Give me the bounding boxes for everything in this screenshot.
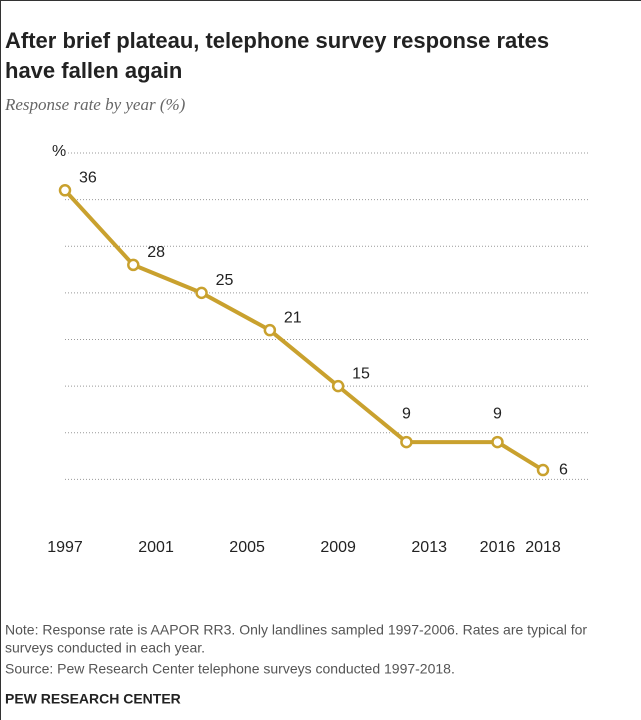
marker (263, 323, 277, 337)
y-unit-label: % (52, 143, 66, 160)
chart-title: have fallen again (5, 58, 182, 83)
x-tick-label: 2009 (320, 539, 356, 556)
data-label: 25 (216, 272, 234, 289)
x-tick-label: 2005 (229, 539, 265, 556)
source: PEW RESEARCH CENTER (5, 691, 181, 707)
data-label: 9 (493, 405, 502, 422)
x-tick-label: 2016 (480, 539, 516, 556)
data-label: 28 (147, 244, 165, 261)
data-label: 21 (284, 309, 302, 326)
data-label: 6 (559, 461, 568, 478)
marker (331, 379, 345, 393)
chart-title: After brief plateau, telephone survey re… (5, 28, 549, 53)
marker (400, 435, 413, 449)
marker (127, 258, 140, 272)
data-label: 9 (402, 405, 411, 422)
data-label: 36 (79, 170, 97, 187)
marker (536, 463, 550, 477)
line (63, 188, 545, 472)
x-tick-label: 2001 (138, 539, 174, 556)
marker (195, 286, 208, 300)
data-label: 15 (352, 365, 370, 382)
x-tick-label: 2018 (525, 539, 561, 556)
marker (491, 435, 504, 449)
note: Source: Pew Research Center telephone su… (5, 661, 455, 677)
marker (58, 184, 72, 197)
note: Note: Response rate is AAPOR RR3. Only l… (5, 622, 587, 638)
subtitle: Response rate by year (%) (4, 95, 186, 114)
x-tick-label: 1997 (47, 539, 83, 556)
x-tick-label: 2013 (411, 539, 447, 556)
note: surveys conducted in each year. (5, 640, 205, 656)
